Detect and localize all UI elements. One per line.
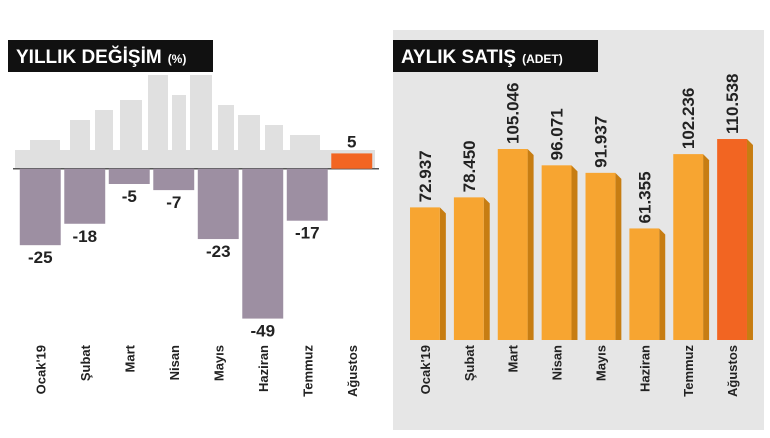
x-tick-label: Haziran (637, 345, 652, 392)
bar (585, 172, 616, 340)
bar-side (615, 172, 622, 340)
value-label: -5 (122, 187, 137, 206)
title-bar (393, 40, 598, 72)
bar (629, 228, 660, 340)
bar-side (439, 207, 446, 340)
bar-side (746, 139, 753, 340)
bar (453, 197, 484, 340)
x-tick-label: Temmuz (300, 345, 315, 397)
value-label: 110.538 (723, 74, 742, 135)
x-tick-label: Mart (122, 344, 137, 372)
bar (673, 154, 704, 340)
value-label: 5 (347, 132, 356, 151)
bar-side (703, 154, 710, 340)
bar-side (571, 165, 578, 340)
bar (541, 165, 572, 340)
bar (242, 168, 284, 319)
x-tick-label: Mart (506, 344, 521, 372)
value-label: 91.937 (591, 116, 610, 168)
value-label: 78.450 (460, 140, 479, 192)
bar (497, 149, 528, 340)
x-tick-label: Şubat (462, 344, 477, 381)
value-label: 72.937 (416, 150, 435, 202)
skyline-decoration (15, 75, 375, 168)
bar (108, 168, 150, 184)
x-tick-label: Ağustos (725, 345, 740, 397)
bar (197, 168, 239, 240)
title-unit: (ADET) (522, 52, 563, 66)
x-tick-label: Mayıs (211, 345, 226, 381)
value-label: -23 (206, 242, 231, 261)
bar-side (483, 197, 490, 340)
chart-title: YILLIK DEĞİŞİM (16, 46, 162, 68)
title-unit: (%) (168, 52, 187, 66)
bar (153, 168, 195, 191)
title-bar (8, 40, 213, 72)
chart-title: AYLIK SATIŞ (401, 47, 516, 68)
x-tick-label: Mayıs (593, 345, 608, 381)
value-label: -49 (250, 322, 275, 341)
bar (64, 168, 106, 224)
value-label: 102.236 (679, 88, 698, 149)
x-tick-label: Nisan (167, 345, 182, 380)
bar (331, 153, 373, 169)
value-label: -25 (28, 248, 53, 267)
bar (717, 139, 747, 340)
value-label: -17 (295, 224, 320, 243)
bar (410, 207, 440, 340)
x-tick-label: Haziran (256, 345, 271, 392)
value-label: -7 (166, 193, 181, 212)
x-tick-label: Temmuz (681, 345, 696, 397)
value-label: 96.071 (548, 108, 567, 160)
bar-side (527, 149, 534, 340)
bar (286, 168, 328, 221)
x-tick-label: Ocak'19 (33, 345, 48, 394)
x-tick-label: Ağustos (345, 345, 360, 397)
value-label: 61.355 (635, 171, 654, 223)
x-tick-label: Şubat (78, 344, 93, 381)
x-tick-label: Ocak'19 (418, 345, 433, 394)
bar-side (659, 228, 666, 340)
value-label: 105.046 (504, 83, 523, 144)
value-label: -18 (72, 227, 97, 246)
bar (19, 168, 61, 246)
x-tick-label: Nisan (550, 345, 565, 380)
